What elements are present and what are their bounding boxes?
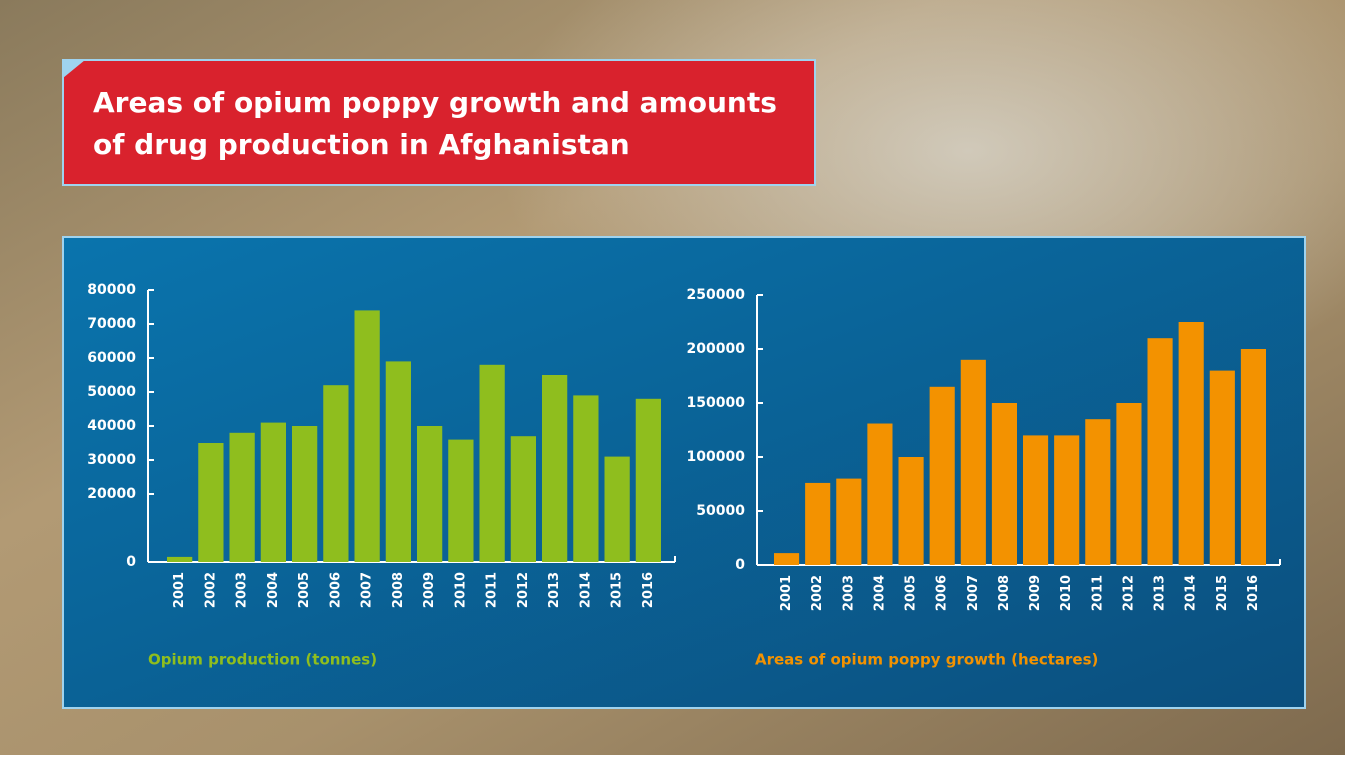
- bar: [960, 359, 986, 565]
- x-tick-label: 2006: [328, 572, 343, 608]
- bar: [1023, 435, 1049, 565]
- bar: [1147, 338, 1173, 565]
- x-tick-label: 2014: [578, 572, 593, 608]
- y-tick-label: 80000: [87, 282, 136, 298]
- bar: [805, 482, 831, 565]
- x-tick-label: 2011: [1090, 575, 1105, 611]
- x-tick-label: 2009: [1028, 575, 1043, 611]
- bar: [323, 385, 349, 562]
- y-tick-label: 20000: [87, 486, 136, 502]
- bar: [604, 456, 630, 562]
- x-tick-label: 2005: [904, 575, 919, 611]
- x-tick-label: 2015: [1215, 575, 1230, 611]
- bar: [1116, 403, 1142, 565]
- bar: [929, 386, 955, 565]
- x-tick-label: 2015: [610, 572, 625, 608]
- x-tick-label: 2016: [641, 572, 656, 608]
- y-tick-label: 30000: [87, 452, 136, 468]
- bar: [1054, 435, 1080, 565]
- x-tick-label: 2011: [485, 572, 500, 608]
- bar: [573, 395, 599, 562]
- bar: [1240, 349, 1266, 565]
- banner-corner: [63, 60, 85, 78]
- bar: [836, 478, 862, 565]
- bar: [198, 443, 224, 562]
- x-tick-label: 2010: [1059, 575, 1074, 611]
- bar: [867, 423, 893, 565]
- x-tick-label: 2003: [841, 575, 856, 611]
- title-banner: [62, 59, 816, 186]
- x-tick-label: 2004: [872, 575, 887, 611]
- x-tick-label: 2007: [966, 575, 981, 611]
- x-tick-label: 2013: [547, 572, 562, 608]
- x-tick-label: 2007: [360, 572, 375, 608]
- title: Areas of opium poppy growth and amounts o…: [93, 86, 777, 161]
- x-tick-label: 2012: [516, 572, 531, 608]
- bar: [774, 553, 800, 565]
- bar: [229, 432, 255, 562]
- bar: [1209, 370, 1235, 565]
- y-tick-label: 60000: [87, 350, 136, 366]
- x-tick-label: 2008: [391, 572, 406, 608]
- x-tick-label: 2004: [266, 572, 281, 608]
- charts: 0 20000 30000 40000 50000 60000 70000 80000 Opiu…: [87, 282, 1281, 669]
- x-tick-label: 2002: [810, 575, 825, 611]
- bar: [542, 375, 568, 562]
- legend-label: Areas of opium poppy growth (hectares): [755, 651, 1098, 669]
- y-tick-label: 70000: [87, 316, 136, 332]
- x-tick-label: 2003: [235, 572, 250, 608]
- bar: [260, 422, 286, 562]
- x-tick-label: 2016: [1246, 575, 1261, 611]
- x-tick-label: 2009: [422, 572, 437, 608]
- x-tick-label: 2001: [172, 572, 187, 608]
- bar: [635, 398, 661, 562]
- bar: [448, 439, 474, 562]
- x-tick-label: 2005: [297, 572, 312, 608]
- bar: [1085, 419, 1111, 565]
- bar: [417, 426, 443, 562]
- bar: [1178, 322, 1204, 565]
- x-tick-label: 2001: [779, 575, 794, 611]
- bar: [991, 403, 1017, 565]
- x-tick-label: 2002: [203, 572, 218, 608]
- bar: [479, 364, 505, 562]
- x-tick-label: 2006: [935, 575, 950, 611]
- y-tick-label: 40000: [87, 418, 136, 434]
- y-tick-label: 0: [735, 557, 745, 573]
- y-tick-label: 200000: [687, 341, 746, 357]
- bar: [898, 457, 924, 565]
- y-tick-label: 50000: [87, 384, 136, 400]
- x-tick-label: 2014: [1184, 575, 1199, 611]
- y-tick-label: 150000: [687, 395, 746, 411]
- x-tick-label: 2013: [1153, 575, 1168, 611]
- x-tick-label: 2012: [1121, 575, 1136, 611]
- bar: [385, 361, 411, 562]
- y-tick-label: 100000: [687, 449, 746, 465]
- bar: [292, 426, 318, 562]
- bar: [167, 556, 193, 562]
- y-tick-label: 50000: [696, 503, 745, 519]
- bar: [354, 310, 380, 562]
- y-tick-label: 250000: [687, 287, 746, 303]
- legend-label: Opium production (tonnes): [148, 651, 377, 669]
- x-tick-label: 2008: [997, 575, 1012, 611]
- y-tick-label: 0: [126, 554, 136, 570]
- bar: [510, 436, 536, 562]
- x-tick-label: 2010: [453, 572, 468, 608]
